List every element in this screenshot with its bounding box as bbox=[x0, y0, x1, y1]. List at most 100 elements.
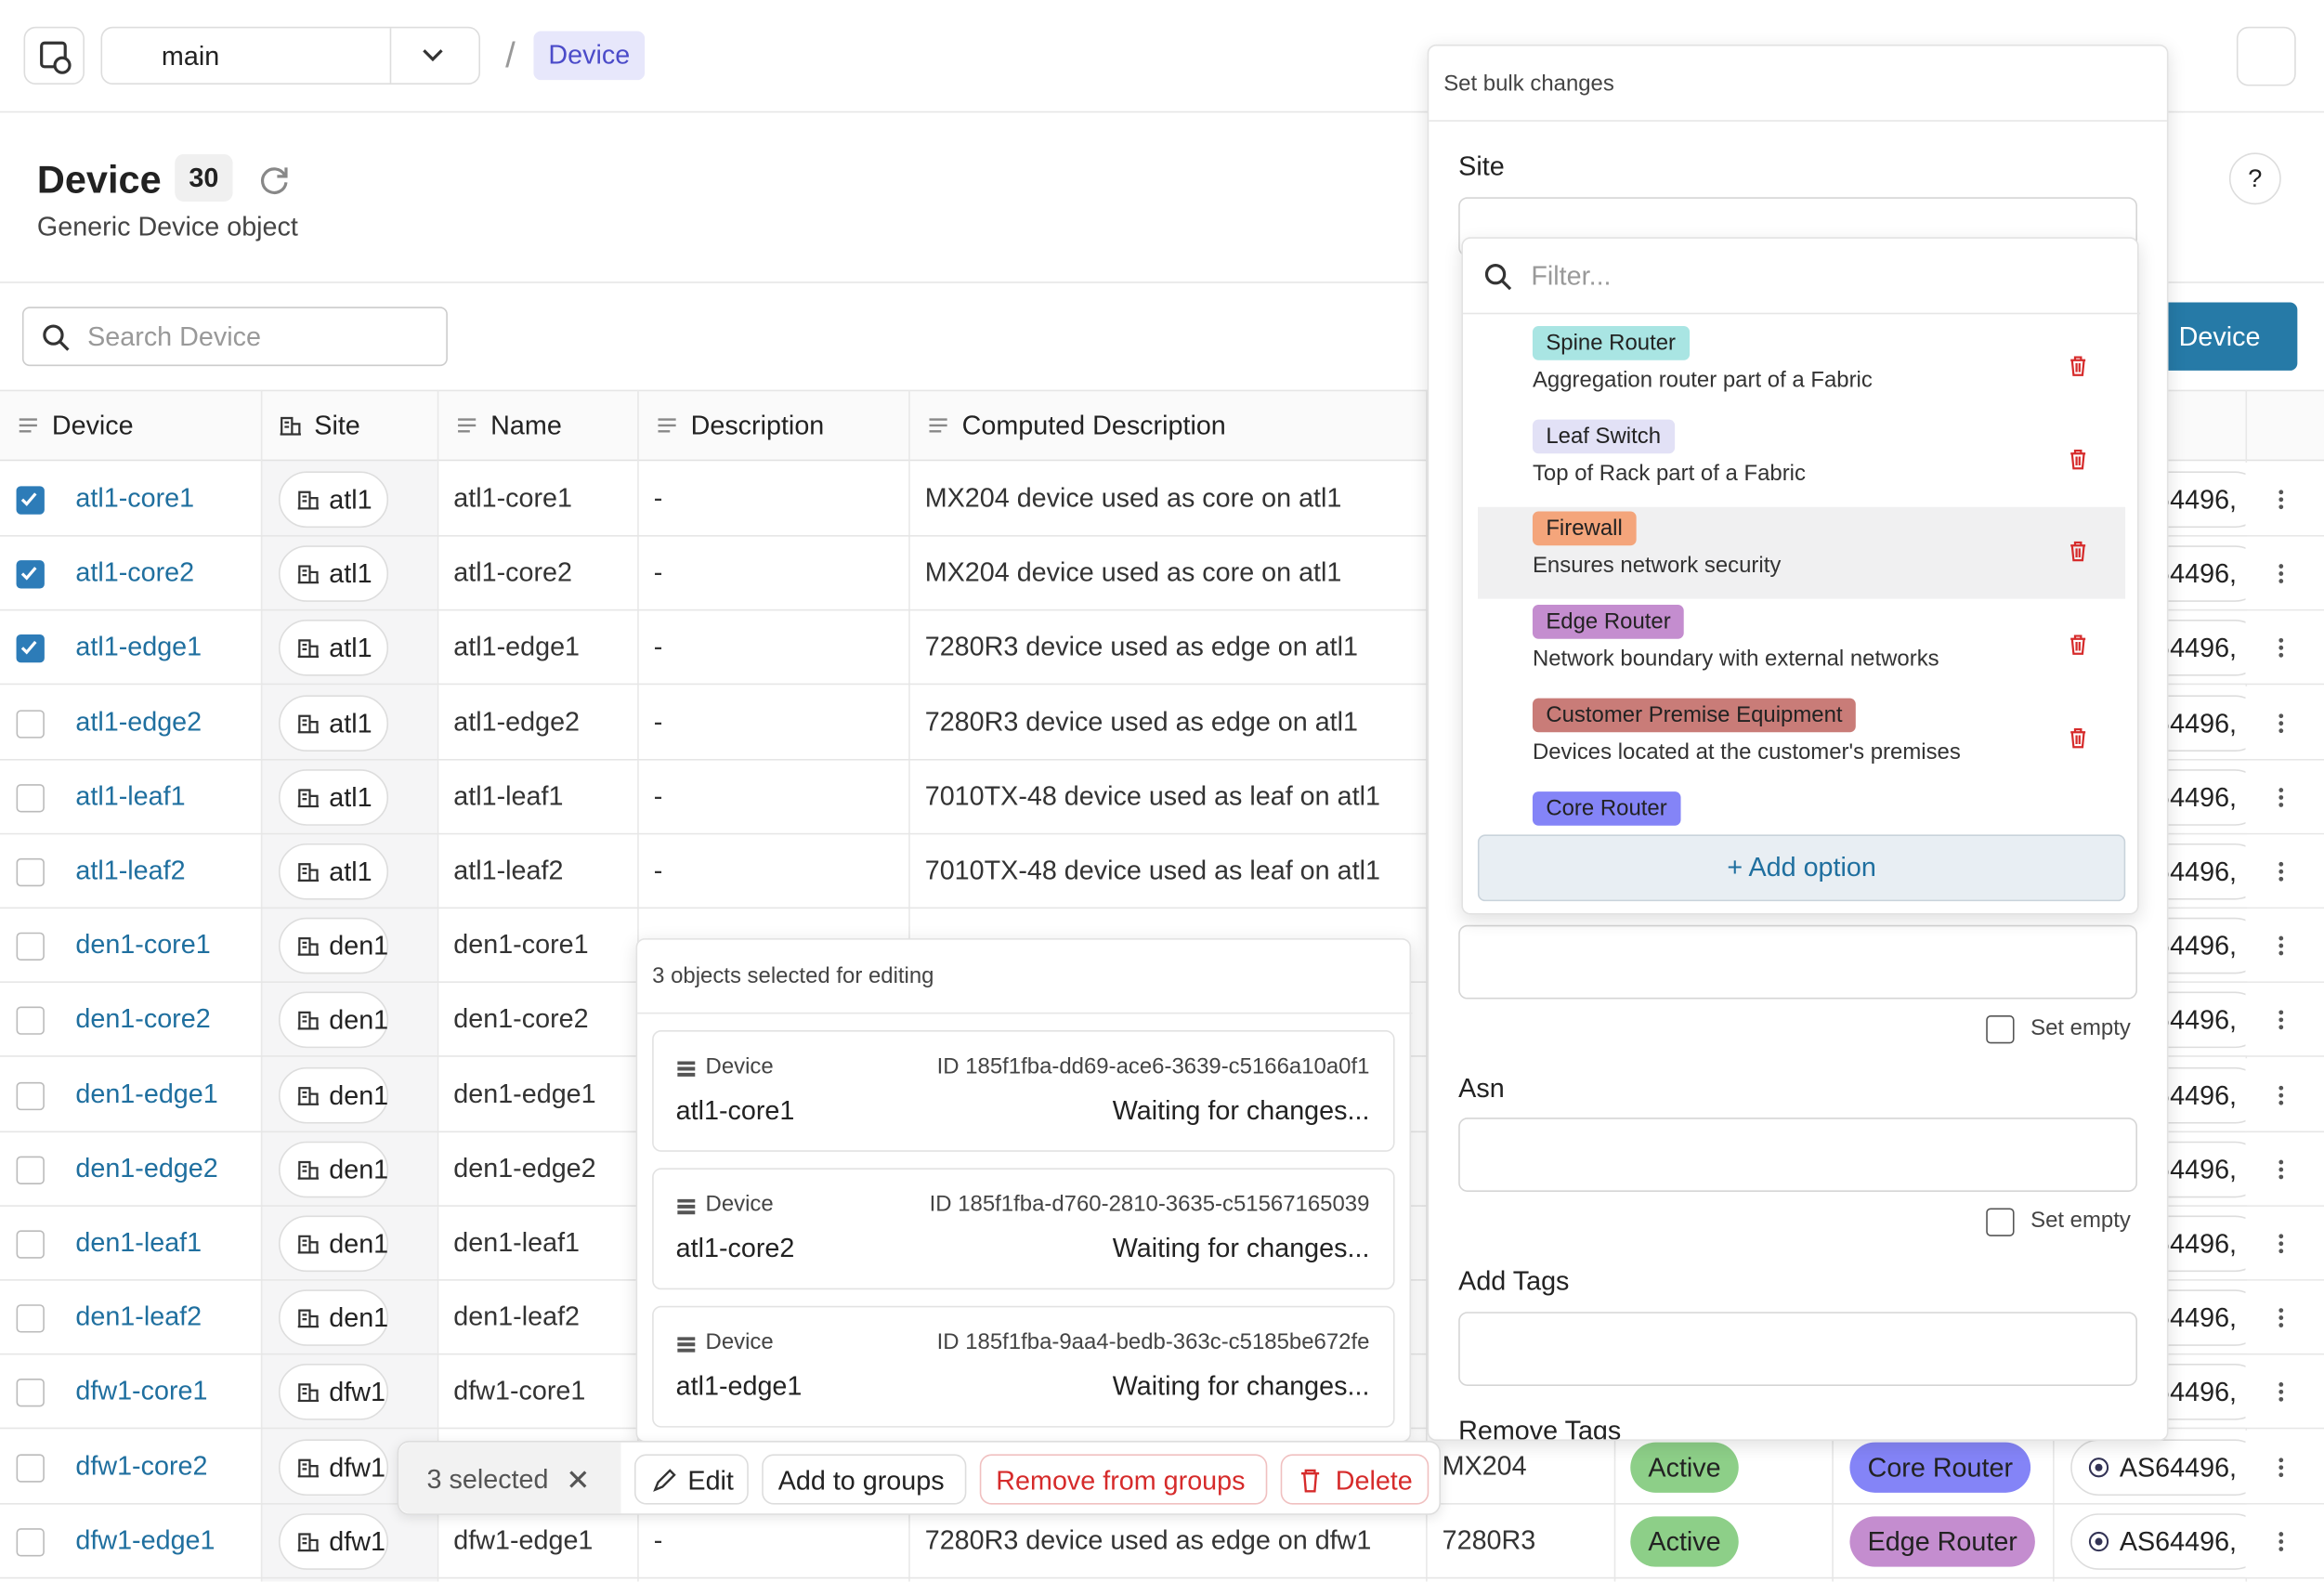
site-pill[interactable]: atl1 bbox=[278, 471, 389, 529]
site-pill[interactable]: dfw1 bbox=[278, 1438, 389, 1496]
asn-icon bbox=[2088, 1457, 2109, 1484]
row-checkbox[interactable] bbox=[16, 1230, 45, 1259]
row-checkbox[interactable] bbox=[16, 857, 45, 887]
set-empty-checkbox[interactable] bbox=[1986, 1015, 2015, 1044]
site-pill[interactable]: atl1 bbox=[278, 545, 389, 603]
option-description: Aggregation router part of a Fabric bbox=[1532, 367, 1873, 393]
site-icon-svg bbox=[297, 565, 320, 584]
site-pill[interactable]: dfw1 bbox=[278, 1364, 389, 1421]
device-link[interactable]: dfw1-core2 bbox=[75, 1450, 208, 1481]
option[interactable]: Leaf Switch Top of Rack part of a Fabric bbox=[1478, 414, 2125, 506]
device-link[interactable]: dfw1-edge1 bbox=[75, 1524, 215, 1555]
filter-placeholder[interactable]: Filter... bbox=[1531, 260, 1612, 291]
field-select[interactable] bbox=[1458, 924, 2137, 1000]
column-icon-svg bbox=[658, 418, 676, 433]
card-kind: Device bbox=[705, 1329, 774, 1355]
help-button[interactable]: ? bbox=[2228, 152, 2281, 205]
row-actions bbox=[2278, 1234, 2284, 1262]
branch-select[interactable]: main bbox=[100, 26, 481, 85]
site-pill[interactable]: atl1 bbox=[278, 768, 389, 826]
refresh-icon[interactable] bbox=[256, 162, 292, 197]
site-pill[interactable]: dfw1 bbox=[278, 1512, 389, 1570]
row-checkbox[interactable] bbox=[16, 634, 45, 663]
row-checkbox[interactable] bbox=[16, 486, 45, 515]
calendar-button[interactable] bbox=[23, 26, 85, 85]
site-pill[interactable]: atl1 bbox=[278, 843, 389, 900]
device-link[interactable]: den1-leaf1 bbox=[75, 1227, 202, 1258]
site-pill[interactable]: den1 bbox=[278, 1215, 388, 1273]
row-checkbox[interactable] bbox=[16, 1527, 45, 1557]
row-checkbox[interactable] bbox=[16, 1007, 45, 1036]
option[interactable]: Edge Router Network boundary with externa… bbox=[1478, 600, 2125, 692]
option[interactable]: Firewall Ensures network security bbox=[1477, 507, 2126, 600]
site-pill[interactable]: den1 bbox=[278, 1289, 388, 1347]
option[interactable]: Core Router bbox=[1478, 787, 2125, 833]
row-checkbox[interactable] bbox=[16, 1379, 45, 1407]
row-checkbox[interactable] bbox=[16, 1304, 45, 1333]
site-pill[interactable]: den1 bbox=[278, 1141, 388, 1198]
option-description: Ensures network security bbox=[1532, 553, 1782, 579]
site-pill[interactable]: atl1 bbox=[278, 694, 389, 752]
device-link[interactable]: atl1-core2 bbox=[75, 557, 195, 588]
breadcrumb[interactable]: Device bbox=[533, 31, 646, 81]
row-actions-svg bbox=[2278, 713, 2284, 733]
delete-button[interactable]: Delete bbox=[1280, 1454, 1430, 1505]
delete-option bbox=[2069, 634, 2087, 662]
site-label: atl1 bbox=[329, 782, 372, 813]
actions-cell bbox=[2245, 1206, 2324, 1280]
edit-button[interactable]: Edit bbox=[633, 1454, 749, 1505]
row-checkbox[interactable] bbox=[16, 1156, 45, 1184]
set-empty-checkbox[interactable] bbox=[1986, 1208, 2015, 1236]
site-icon bbox=[296, 1232, 320, 1263]
row-actions-svg bbox=[2278, 1308, 2284, 1328]
site-pill[interactable]: atl1 bbox=[278, 620, 389, 677]
apps-button[interactable] bbox=[2236, 26, 2296, 86]
check-icon bbox=[20, 492, 37, 506]
device-link[interactable]: atl1-edge2 bbox=[75, 706, 202, 737]
device-link[interactable]: atl1-leaf1 bbox=[75, 780, 186, 811]
row-border bbox=[0, 1576, 2324, 1579]
selected-label: 3 selected bbox=[426, 1464, 549, 1495]
row-checkbox[interactable] bbox=[16, 560, 45, 589]
option-description: Network boundary with external networks bbox=[1532, 646, 1939, 673]
row-checkbox[interactable] bbox=[16, 1453, 45, 1483]
set-empty-label: Set empty bbox=[2030, 1208, 2131, 1234]
option-tag: Edge Router bbox=[1532, 605, 1685, 639]
role-pill: Core Router bbox=[1849, 1441, 2031, 1493]
clear-selection[interactable] bbox=[568, 1469, 588, 1489]
site-label: atl1 bbox=[329, 856, 372, 887]
row-checkbox[interactable] bbox=[16, 932, 45, 961]
row-checkbox[interactable] bbox=[16, 783, 45, 813]
asn-select[interactable] bbox=[1458, 1118, 2137, 1192]
option[interactable]: Spine Router Aggregation router part of a… bbox=[1478, 321, 2125, 413]
option[interactable]: Customer Premise Equipment Devices locate… bbox=[1478, 693, 2125, 785]
device-link[interactable]: atl1-core1 bbox=[75, 483, 195, 514]
chevron bbox=[423, 49, 443, 62]
device-link[interactable]: atl1-leaf2 bbox=[75, 855, 186, 885]
column-divider bbox=[437, 389, 439, 1582]
site-pill[interactable]: den1 bbox=[278, 992, 388, 1049]
description-cell: - bbox=[653, 855, 663, 885]
selection-toolbar: 3 selected Edit Add to groups Remove fro… bbox=[397, 1441, 1442, 1515]
device-link[interactable]: den1-leaf2 bbox=[75, 1301, 202, 1332]
site-icon-svg bbox=[297, 713, 320, 733]
search-input[interactable]: Search Device bbox=[21, 307, 448, 367]
add-to-groups-button[interactable]: Add to groups bbox=[762, 1454, 967, 1505]
device-link[interactable]: den1-edge2 bbox=[75, 1153, 218, 1183]
card-kind: Device bbox=[705, 1191, 774, 1218]
asn-icon-svg bbox=[2088, 1457, 2109, 1477]
device-link[interactable]: den1-edge1 bbox=[75, 1079, 218, 1108]
row-actions-svg bbox=[2278, 638, 2284, 659]
site-pill[interactable]: den1 bbox=[278, 1066, 388, 1123]
device-link[interactable]: den1-core1 bbox=[75, 929, 211, 960]
remove-from-groups-button[interactable]: Remove from groups bbox=[979, 1454, 1268, 1505]
add-tags-select[interactable] bbox=[1458, 1312, 2137, 1386]
site-label: dfw1 bbox=[329, 1452, 385, 1483]
device-link[interactable]: dfw1-core1 bbox=[75, 1376, 208, 1406]
site-pill[interactable]: den1 bbox=[278, 918, 388, 974]
row-checkbox[interactable] bbox=[16, 1081, 45, 1110]
device-link[interactable]: atl1-edge1 bbox=[75, 632, 202, 662]
device-link[interactable]: den1-core2 bbox=[75, 1003, 211, 1034]
add-option-button[interactable]: + Add option bbox=[1477, 834, 2126, 902]
row-checkbox[interactable] bbox=[16, 709, 45, 739]
